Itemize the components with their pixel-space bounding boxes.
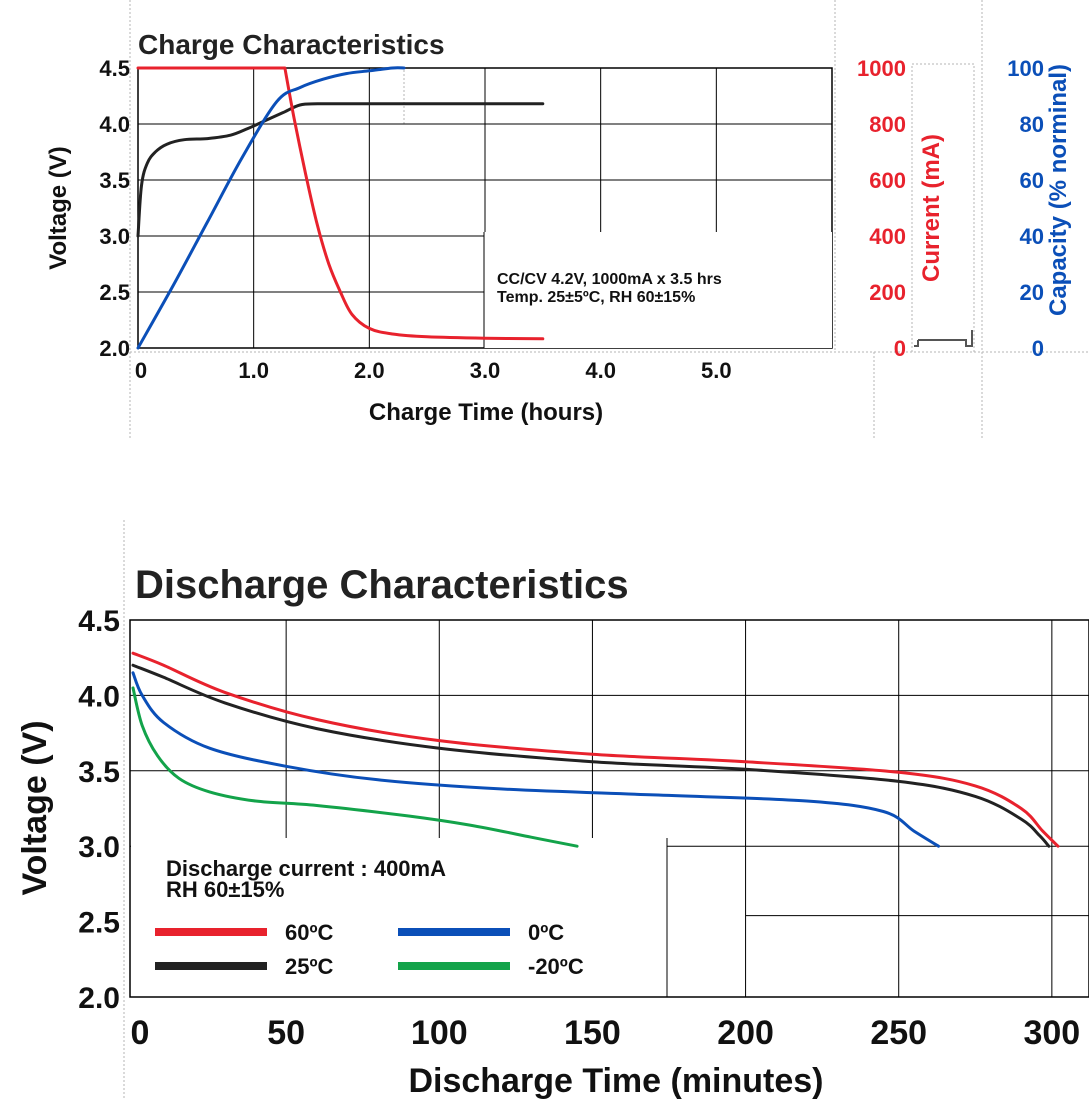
current-tick-label: 600: [869, 168, 906, 193]
y-tick-label: 3.0: [78, 831, 120, 864]
series-group: [136, 66, 545, 350]
y-tick-label: 3.0: [99, 224, 130, 249]
current-tick-label: 800: [869, 112, 906, 137]
y-tick-label: 2.0: [78, 982, 120, 1015]
legend-label: 0ºC: [528, 920, 564, 945]
capacity-tick-label: 100: [1007, 56, 1044, 81]
series-line-capacity: [136, 66, 406, 350]
x-tick-label: 250: [870, 1014, 927, 1052]
x-tick-label: 100: [411, 1014, 468, 1052]
x-axis-label: Discharge Time (minutes): [408, 1062, 823, 1099]
current-tick-label: 400: [869, 224, 906, 249]
capacity-tick-label: 60: [1020, 168, 1044, 193]
y-tick-label: 3.5: [78, 756, 120, 789]
series-line: [131, 663, 1051, 848]
series-line-current: [136, 66, 545, 341]
x-tick-label: 0: [131, 1014, 150, 1052]
x-tick-label: 300: [1023, 1014, 1080, 1052]
x-tick-label: 2.0: [354, 358, 385, 383]
current-tick-label: 200: [869, 280, 906, 305]
y-axis-label: Voltage (V): [16, 720, 54, 895]
y-tick-label: 2.5: [78, 907, 120, 940]
discharge-chart: Discharge Characteristics Discharge curr…: [16, 520, 1089, 1099]
series-line-voltage: [136, 102, 545, 238]
tick-labels: 0 1.0 2.0 3.0 4.0 5.02.02.53.03.54.04.5020040…: [99, 56, 1044, 383]
x-tick-label: 50: [267, 1014, 305, 1052]
x-axis-label: Charge Time (hours): [369, 399, 603, 426]
annotation-box: [484, 232, 832, 348]
annotation-line-2: Temp. 25±5ºC, RH 60±15%: [497, 289, 695, 306]
dotted-guide: [911, 63, 975, 353]
y-tick-label: 4.0: [99, 112, 130, 137]
y-tick-label: 2.5: [99, 280, 130, 305]
y-tick-label: 3.5: [99, 168, 130, 193]
series-line: [131, 651, 1060, 848]
current-tick-label: 1000: [857, 56, 906, 81]
capacity-tick-label: 0: [1032, 336, 1044, 361]
charge-chart: Charge Characteristics CC/CV 4.2V, 1000m…: [45, 0, 1089, 440]
chart-title: Charge Characteristics: [138, 29, 445, 60]
tick-labels: 0501001502002503003502.02.53.03.54.04.5: [78, 605, 1080, 1052]
current-tick-label: 0: [894, 336, 906, 361]
x-tick-label: 5.0: [701, 358, 732, 383]
y-tick-label: 4.5: [99, 56, 130, 81]
capacity-tick-label: 80: [1020, 112, 1044, 137]
capacity-tick-label: 20: [1020, 280, 1044, 305]
axis-bracket: [914, 330, 973, 347]
y-tick-label: 2.0: [99, 336, 130, 361]
grid: [130, 620, 1089, 997]
x-tick-label: 3.0: [470, 358, 501, 383]
legend-label: 25ºC: [285, 954, 334, 979]
y-tick-label: 4.5: [78, 605, 120, 638]
current-axis-label: Current (mA): [918, 134, 945, 282]
annotation-line-1: Discharge current : 400mA: [166, 856, 446, 881]
x-tick-label: 0: [135, 358, 147, 383]
legend-label: 60ºC: [285, 920, 334, 945]
series-line: [131, 686, 579, 848]
annotation-line-2: RH 60±15%: [166, 877, 284, 902]
y-axis-label: Voltage (V): [45, 146, 72, 270]
series-line: [131, 671, 940, 848]
x-tick-label: 4.0: [585, 358, 616, 383]
plot-frame: [129, 619, 1089, 998]
x-tick-label: 200: [717, 1014, 774, 1052]
capacity-tick-label: 40: [1020, 224, 1044, 249]
legend-label: -20ºC: [528, 954, 584, 979]
capacity-axis-label: Capacity (% norminal): [1045, 64, 1072, 316]
legend: 60ºC 25ºC 0ºC -20ºC: [155, 920, 584, 979]
annotation-line-1: CC/CV 4.2V, 1000mA x 3.5 hrs: [497, 271, 722, 288]
chart-title: Discharge Characteristics: [135, 563, 629, 607]
series-group: [131, 651, 1060, 848]
x-tick-label: 150: [564, 1014, 621, 1052]
y-tick-label: 4.0: [78, 680, 120, 713]
x-tick-label: 1.0: [238, 358, 269, 383]
